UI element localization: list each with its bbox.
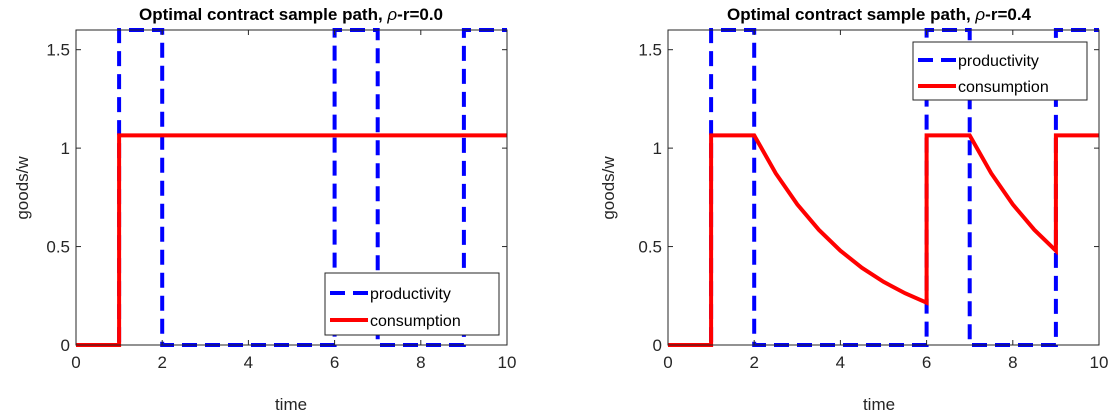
x-tick-label: 6: [922, 353, 931, 372]
y-tick-label: 1: [61, 139, 70, 158]
x-tick-label: 4: [836, 353, 845, 372]
y-tick-label: 1.5: [638, 41, 662, 60]
axes-box: [75, 29, 508, 346]
x-tick-label: 8: [1008, 353, 1017, 372]
axes-box: [667, 29, 1100, 346]
y-tick-label: 0: [653, 336, 662, 355]
legend: productivity consumption: [912, 41, 1088, 101]
y-axis-label: goods/w: [599, 156, 618, 220]
x-tick-label: 6: [330, 353, 339, 372]
y-tick-label: 1.5: [46, 41, 70, 60]
legend-box: [912, 41, 1088, 101]
series-line-consumption: [668, 133, 1099, 347]
x-tick-label: 4: [244, 353, 253, 372]
chart-title: Optimal contract sample path, ρ-r=0.0: [139, 5, 443, 24]
legend-box: [324, 272, 500, 336]
x-tick-label: 10: [1090, 353, 1109, 372]
x-tick-label: 2: [749, 353, 758, 372]
y-tick-label: 0.5: [638, 238, 662, 257]
legend-label-productivity: productivity: [370, 286, 451, 303]
legend: productivity consumption: [324, 272, 500, 336]
chart-title: Optimal contract sample path, ρ-r=0.4: [727, 5, 1032, 24]
y-tick-label: 1: [653, 139, 662, 158]
legend-label-consumption: consumption: [370, 313, 461, 330]
x-tick-label: 0: [663, 353, 672, 372]
y-tick-label: 0: [61, 336, 70, 355]
series-line-productivity: [76, 28, 507, 347]
x-axis-label: time: [863, 395, 895, 414]
x-tick-label: 2: [157, 353, 166, 372]
legend-label-productivity: productivity: [958, 53, 1039, 70]
x-axis-label: time: [275, 395, 307, 414]
chart-panel-left: Optimal contract sample path, ρ-r=0.0 ti…: [13, 5, 516, 414]
legend-label-consumption: consumption: [958, 79, 1049, 96]
x-tick-label: 8: [416, 353, 425, 372]
x-tick-label: 0: [71, 353, 80, 372]
plot-area-right: 0 2 4 6 8 10 0 0.5 1 1.5: [638, 28, 1109, 372]
y-axis-label: goods/w: [13, 156, 32, 220]
plot-area-left: 0 2 4 6 8 10 0 0.5 1 1.5: [46, 28, 517, 372]
chart-panel-right: Optimal contract sample path, ρ-r=0.4 ti…: [599, 5, 1108, 414]
y-tick-label: 0.5: [46, 238, 70, 257]
x-tick-label: 10: [498, 353, 517, 372]
